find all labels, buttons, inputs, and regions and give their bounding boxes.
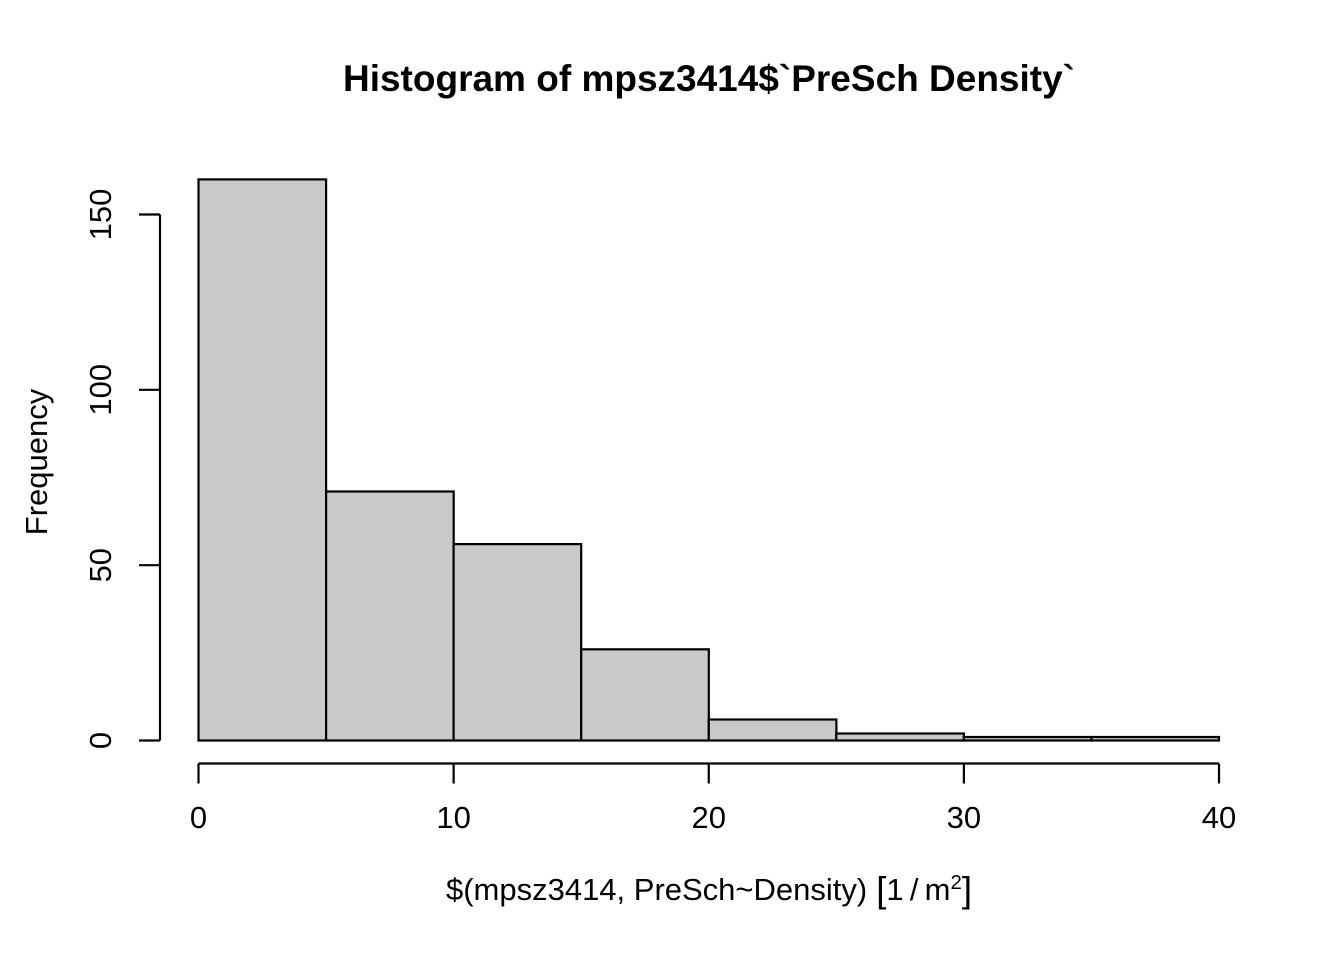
- hist-bar: [325, 490, 455, 742]
- x-tick-label: 20: [692, 800, 726, 835]
- y-axis-label: Frequency: [19, 388, 54, 536]
- hist-bar: [452, 542, 583, 742]
- x-axis-label-bracket-close: ]: [961, 869, 973, 910]
- x-tick-label: 10: [436, 800, 470, 835]
- hist-bar: [835, 732, 965, 742]
- hist-bar: [707, 718, 838, 742]
- y-tick-label: 100: [83, 364, 118, 416]
- hist-bar: [1090, 735, 1221, 742]
- x-tick-label: 40: [1202, 800, 1236, 835]
- x-tick-label: 0: [190, 800, 207, 835]
- hist-bar: [580, 648, 710, 742]
- x-tick-label: 30: [947, 800, 981, 835]
- y-tick-label: 50: [83, 548, 118, 582]
- y-tick-label: 0: [83, 732, 118, 749]
- x-axis-label-main: $(mpsz3414, PreSch~Density): [445, 872, 868, 908]
- x-axis-label-exponent: 2: [950, 870, 962, 894]
- hist-bar: [962, 735, 1093, 742]
- x-axis-label-bracket-open: [: [876, 869, 887, 910]
- x-axis-label-unit: 1 / m: [886, 872, 951, 908]
- y-tick-label: 150: [83, 189, 118, 241]
- hist-bar: [197, 178, 328, 742]
- x-axis-label: $(mpsz3414, PreSch~Density) [1 / m2]: [198, 869, 1220, 910]
- chart-title: Histogram of mpsz3414$`PreSch Density`: [342, 58, 1075, 99]
